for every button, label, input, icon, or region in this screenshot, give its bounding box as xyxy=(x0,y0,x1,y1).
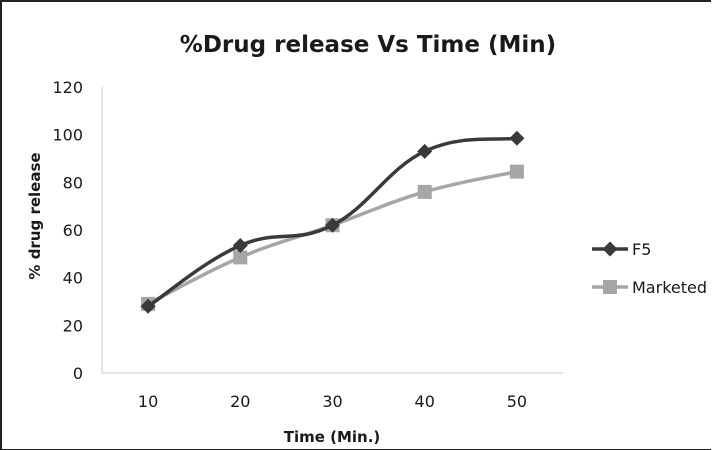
data-point-f5 xyxy=(509,130,525,146)
right-edge xyxy=(711,0,716,450)
y-tick-label: 80 xyxy=(63,173,83,192)
legend-label-f5: F5 xyxy=(632,240,651,259)
x-axis-label: Time (Min.) xyxy=(284,428,381,446)
series-layer xyxy=(140,130,525,314)
x-axis-ticks: 10 20 30 40 50 xyxy=(138,392,527,411)
y-tick-label: 120 xyxy=(52,78,83,97)
data-point-marketed xyxy=(233,250,248,265)
data-point-marketed xyxy=(417,184,432,199)
y-tick-label: 20 xyxy=(63,316,83,335)
x-tick-label: 50 xyxy=(507,392,527,411)
x-tick-label: 20 xyxy=(230,392,250,411)
x-tick-label: 10 xyxy=(138,392,158,411)
legend-item-f5: F5 xyxy=(592,240,651,259)
y-tick-label: 40 xyxy=(63,269,83,288)
legend-item-marketed: Marketed xyxy=(592,278,707,297)
x-tick-label: 40 xyxy=(415,392,435,411)
y-tick-label: 100 xyxy=(52,126,83,145)
data-point-f5 xyxy=(325,217,340,233)
data-point-f5 xyxy=(232,237,248,253)
y-tick-label: 60 xyxy=(63,221,83,240)
y-axis-ticks: 0 20 40 60 80 100 120 xyxy=(52,78,83,383)
data-point-f5 xyxy=(417,143,433,159)
data-point-marketed xyxy=(509,164,524,179)
series-marketed xyxy=(141,164,524,311)
legend-marker-f5 xyxy=(602,241,618,257)
series-line-marketed xyxy=(147,169,518,306)
y-axis-label: % drug release xyxy=(26,152,44,279)
legend-label-marketed: Marketed xyxy=(632,278,707,297)
x-tick-label: 30 xyxy=(322,392,342,411)
legend: F5 Marketed xyxy=(592,240,707,297)
series-f5 xyxy=(140,130,525,314)
data-point-f5 xyxy=(140,298,156,314)
chart-title: %Drug release Vs Time (Min) xyxy=(180,32,556,58)
y-tick-label: 0 xyxy=(73,364,83,383)
legend-marker-marketed xyxy=(603,280,617,294)
